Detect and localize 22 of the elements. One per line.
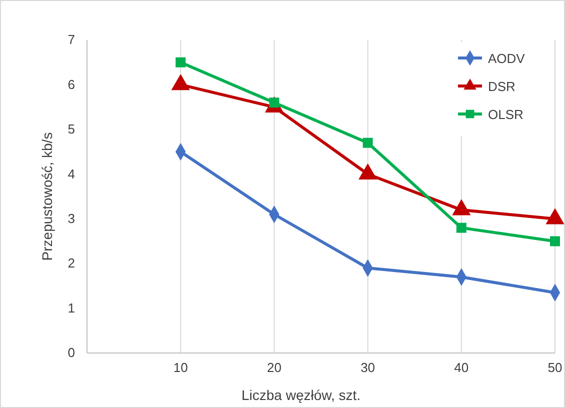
x-tick-label: 30 xyxy=(360,360,376,376)
x-axis-title: Liczba węzłów, szt. xyxy=(241,387,361,403)
x-tick-label: 40 xyxy=(454,360,469,376)
point xyxy=(362,138,373,148)
legend-label: AODV xyxy=(488,51,526,66)
y-axis-title: Przepustowość, kb/s xyxy=(39,132,55,261)
point xyxy=(550,236,560,246)
x-tick-label: 10 xyxy=(173,360,188,376)
point xyxy=(176,57,186,68)
x-tick-label: 20 xyxy=(266,360,282,376)
y-tick-label: 1 xyxy=(68,300,75,316)
y-tick-label: 5 xyxy=(68,122,75,137)
y-tick-label: 7 xyxy=(68,32,75,48)
legend-label: OLSR xyxy=(488,107,524,122)
x-tick-label: 50 xyxy=(548,360,562,376)
y-tick-label: 4 xyxy=(68,166,75,182)
legend-label: DSR xyxy=(488,79,516,94)
y-tick-label: 3 xyxy=(68,211,75,226)
y-tick-label: 6 xyxy=(68,76,75,92)
y-tick-label: 2 xyxy=(68,256,75,271)
point xyxy=(456,222,466,233)
y-tick-label: 0 xyxy=(68,345,75,360)
